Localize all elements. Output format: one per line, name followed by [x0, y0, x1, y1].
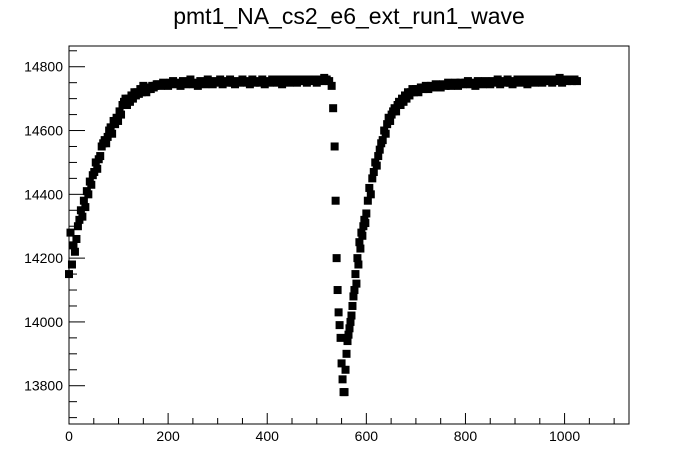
data-point [87, 180, 96, 189]
data-point [102, 139, 111, 148]
data-point [139, 81, 148, 90]
data-point [106, 123, 115, 132]
data-point [372, 161, 381, 170]
chart-title: pmt1_NA_cs2_e6_ext_run1_wave [173, 3, 525, 29]
data-point [193, 81, 202, 90]
data-point [117, 110, 126, 119]
data-point [344, 330, 353, 339]
data-point [341, 365, 350, 374]
data-point [81, 203, 90, 212]
data-point [245, 80, 254, 89]
data-point [329, 104, 338, 113]
data-point [361, 219, 370, 228]
data-point [76, 206, 85, 215]
data-point [392, 107, 401, 116]
data-point [362, 209, 371, 218]
data-point [73, 222, 82, 231]
x-tick-label: 0 [65, 428, 73, 444]
data-point [363, 196, 372, 205]
data-point [176, 81, 185, 90]
data-point [79, 196, 88, 205]
y-tick-label: 14400 [24, 186, 63, 202]
data-point [70, 247, 79, 256]
data-point [336, 333, 345, 342]
data-point [353, 254, 362, 263]
data-point [65, 270, 73, 279]
data-point [93, 164, 102, 173]
data-point [337, 359, 346, 368]
data-point [275, 75, 284, 84]
data-point [493, 75, 502, 84]
y-tick-label: 14600 [24, 123, 63, 139]
data-point [386, 116, 395, 125]
data-point [327, 81, 336, 90]
data-point [333, 286, 342, 295]
data-point [374, 152, 383, 161]
x-tick-label: 600 [355, 428, 379, 444]
data-point [216, 75, 225, 84]
y-tick-label: 13800 [24, 378, 63, 394]
data-point [354, 260, 363, 269]
data-point [555, 73, 564, 82]
data-point [338, 375, 347, 384]
data-point [356, 244, 365, 253]
data-point [375, 145, 384, 154]
data-point [520, 75, 529, 84]
x-tick-label: 800 [454, 428, 478, 444]
data-point [355, 238, 364, 247]
data-point [340, 388, 349, 397]
data-point [381, 129, 390, 138]
data-point [334, 308, 343, 317]
y-tick-label: 14200 [24, 250, 63, 266]
data-point [69, 241, 78, 250]
data-point [378, 136, 387, 145]
data-point [348, 301, 357, 310]
data-point [471, 81, 480, 90]
data-point [331, 196, 340, 205]
data-point [365, 183, 374, 192]
data-point [332, 254, 341, 263]
data-point [347, 311, 356, 320]
x-tick-label: 1000 [549, 428, 580, 444]
data-point [66, 228, 75, 237]
data-point [72, 234, 81, 243]
data-point [350, 286, 359, 295]
x-tick-label: 400 [256, 428, 280, 444]
data-point [343, 337, 352, 346]
data-point [335, 321, 344, 330]
data-point [201, 80, 210, 89]
data-point [358, 231, 367, 240]
data-point [96, 152, 105, 161]
data-point [67, 260, 76, 269]
data-point [351, 270, 360, 279]
x-tick-label: 200 [156, 428, 180, 444]
data-point [342, 349, 351, 358]
data-point [369, 168, 378, 176]
data-point [346, 317, 355, 326]
data-point [186, 75, 195, 84]
data-point [258, 75, 267, 84]
data-point [325, 77, 334, 86]
data-point [366, 190, 375, 199]
data-point [345, 324, 354, 333]
data-point [349, 292, 358, 301]
data-point [114, 116, 123, 125]
data-markers [65, 73, 581, 397]
data-point [108, 129, 117, 138]
y-tick-label: 14800 [24, 59, 63, 75]
data-point [78, 212, 87, 221]
data-point [572, 77, 581, 86]
data-point [414, 88, 423, 97]
data-point [103, 132, 112, 141]
data-point [84, 190, 93, 199]
y-axis: 13800 14000 14200 14400 14600 14800 [24, 50, 85, 419]
data-point [352, 279, 361, 288]
x-axis: 0 200 400 600 800 1000 [65, 413, 615, 444]
data-point [330, 142, 339, 151]
y-tick-label: 14000 [24, 314, 63, 330]
data-point [368, 174, 377, 183]
